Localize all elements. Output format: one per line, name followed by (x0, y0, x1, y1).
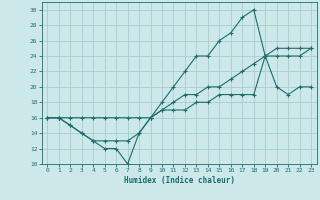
X-axis label: Humidex (Indice chaleur): Humidex (Indice chaleur) (124, 176, 235, 185)
